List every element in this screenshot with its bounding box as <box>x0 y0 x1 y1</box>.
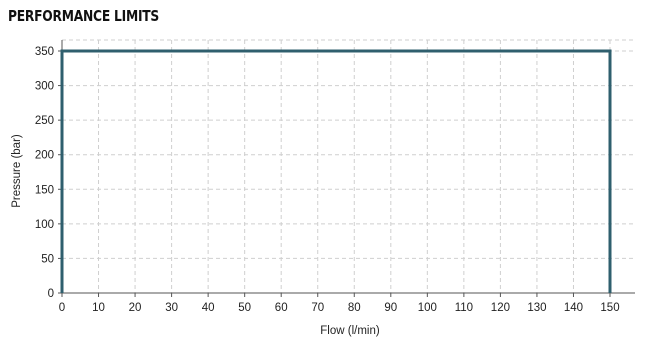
x-tick-label: 40 <box>202 302 215 314</box>
x-tick-label: 140 <box>564 302 583 314</box>
grid-lines <box>62 39 635 293</box>
x-tick-label: 20 <box>129 302 142 314</box>
x-tick-labels: 0 10 20 30 40 50 60 70 80 90 100 110 120 130 140 150 <box>59 302 620 314</box>
x-tick-label: 0 <box>59 302 65 314</box>
x-tick-label: 70 <box>311 302 324 314</box>
y-tick-label: 350 <box>35 46 54 58</box>
x-tick-label: 80 <box>348 302 361 314</box>
x-tick-label: 10 <box>92 302 105 314</box>
x-tick-label: 100 <box>418 302 437 314</box>
x-tick-label: 90 <box>384 302 397 314</box>
series-layer <box>60 49 612 293</box>
y-tick-label: 0 <box>48 288 54 300</box>
x-tick-label: 30 <box>165 302 178 314</box>
y-tick-labels: 0 50 100 150 200 250 300 350 <box>35 46 54 300</box>
y-tick-label: 150 <box>35 184 54 196</box>
y-tick-label: 250 <box>35 115 54 127</box>
y-tick-label: 300 <box>35 81 54 93</box>
x-tick-label: 110 <box>455 302 473 314</box>
x-tick-label: 60 <box>275 302 288 314</box>
y-tick-label: 200 <box>35 150 54 162</box>
x-tick-label: 120 <box>491 302 510 314</box>
y-axis-label: Pressure (bar) <box>11 134 23 208</box>
x-tick-label: 150 <box>600 302 619 314</box>
series-line-performance-limit <box>60 49 612 293</box>
chart-title: PERFORMANCE LIMITS <box>8 7 160 25</box>
x-axis-label: Flow (l/min) <box>320 325 380 337</box>
y-tick-label: 100 <box>35 219 54 231</box>
x-tick-label: 130 <box>527 302 546 314</box>
y-tick-label: 50 <box>41 253 54 265</box>
x-tick-label: 50 <box>238 302 251 314</box>
